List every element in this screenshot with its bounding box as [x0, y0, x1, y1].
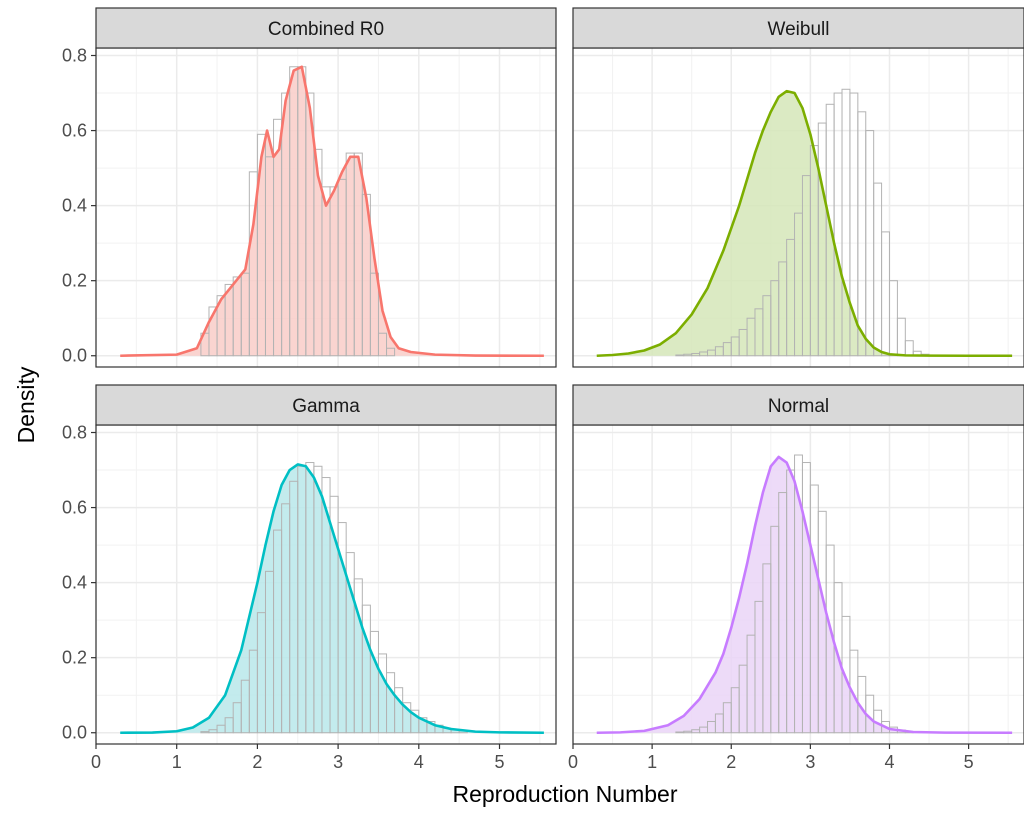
y-axis-title: Density: [13, 366, 39, 443]
histogram-bar: [675, 354, 685, 357]
x-tick-label: 2: [252, 752, 262, 772]
facet-panel-0: Combined R0 0.0 0.2 0.4 0.6 0.8: [62, 7, 557, 368]
y-tick-label: 0.4: [62, 196, 87, 216]
histogram-bar: [377, 332, 388, 357]
x-tick-label: 5: [495, 752, 505, 772]
y-tick-label: 0.4: [62, 573, 87, 593]
facet-strip: [572, 384, 1024, 426]
density-fill: [596, 456, 1013, 733]
density-fill: [596, 91, 1013, 356]
x-tick-label: 5: [964, 752, 974, 772]
facet-strip: [572, 7, 1024, 49]
y-tick-label: 0.0: [62, 723, 87, 743]
facet-title: Gamma: [292, 396, 360, 417]
histogram-bar: [386, 347, 396, 357]
x-tick-label: 0: [568, 752, 578, 772]
density-curve: [120, 463, 544, 735]
x-tick-label: 0: [91, 752, 101, 772]
facet-title: Normal: [768, 396, 829, 417]
x-tick-label: 1: [647, 752, 657, 772]
facet-panel-3: Normal 0 1 2 3 4 5: [568, 384, 1024, 772]
y-tick-label: 0.8: [62, 423, 87, 443]
y-tick-label: 0.8: [62, 46, 87, 66]
y-tick-label: 0.6: [62, 121, 87, 141]
facet-panel-1: Weibull: [572, 7, 1024, 368]
facet-panel-2: Gamma 0.0 0.2 0.4 0.6 0.8 0 1 2 3 4 5: [62, 384, 557, 772]
density-curve: [596, 455, 1013, 735]
x-tick-label: 1: [172, 752, 182, 772]
y-tick-label: 0.6: [62, 498, 87, 518]
density-fill: [120, 66, 544, 356]
x-tick-label: 2: [726, 752, 736, 772]
x-tick-label: 4: [884, 752, 894, 772]
density-curve: [596, 89, 1013, 358]
y-tick-label: 0.2: [62, 648, 87, 668]
facet-title: Weibull: [768, 19, 830, 40]
density-curve: [120, 65, 544, 358]
x-tick-label: 4: [414, 752, 424, 772]
histogram-bar: [369, 272, 379, 357]
facet-title: Combined R0: [268, 19, 384, 40]
density-fill: [120, 464, 544, 733]
facet-strip: [95, 384, 557, 426]
y-tick-label: 0.2: [62, 271, 87, 291]
x-tick-label: 3: [805, 752, 815, 772]
facet-strip: [95, 7, 557, 49]
x-axis-title: Reproduction Number: [452, 781, 677, 807]
y-tick-label: 0.0: [62, 346, 87, 366]
histogram-bar: [675, 731, 685, 734]
x-tick-label: 3: [333, 752, 343, 772]
